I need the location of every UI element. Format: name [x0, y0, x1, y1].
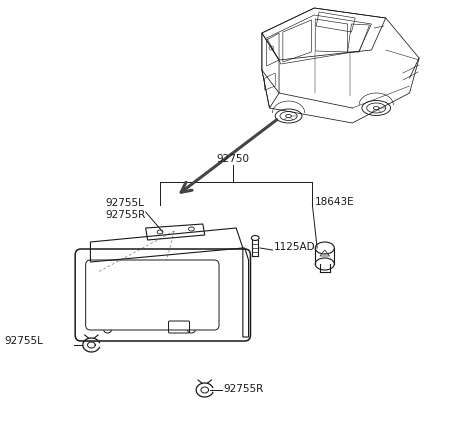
Text: 18643E: 18643E	[315, 197, 355, 207]
Text: 92755L: 92755L	[4, 336, 43, 346]
Text: 92755L: 92755L	[106, 198, 145, 208]
Text: 92755R: 92755R	[224, 384, 264, 394]
Text: 1125AD: 1125AD	[274, 242, 316, 252]
Text: 92750: 92750	[217, 154, 250, 164]
Text: 92755R: 92755R	[106, 210, 146, 220]
